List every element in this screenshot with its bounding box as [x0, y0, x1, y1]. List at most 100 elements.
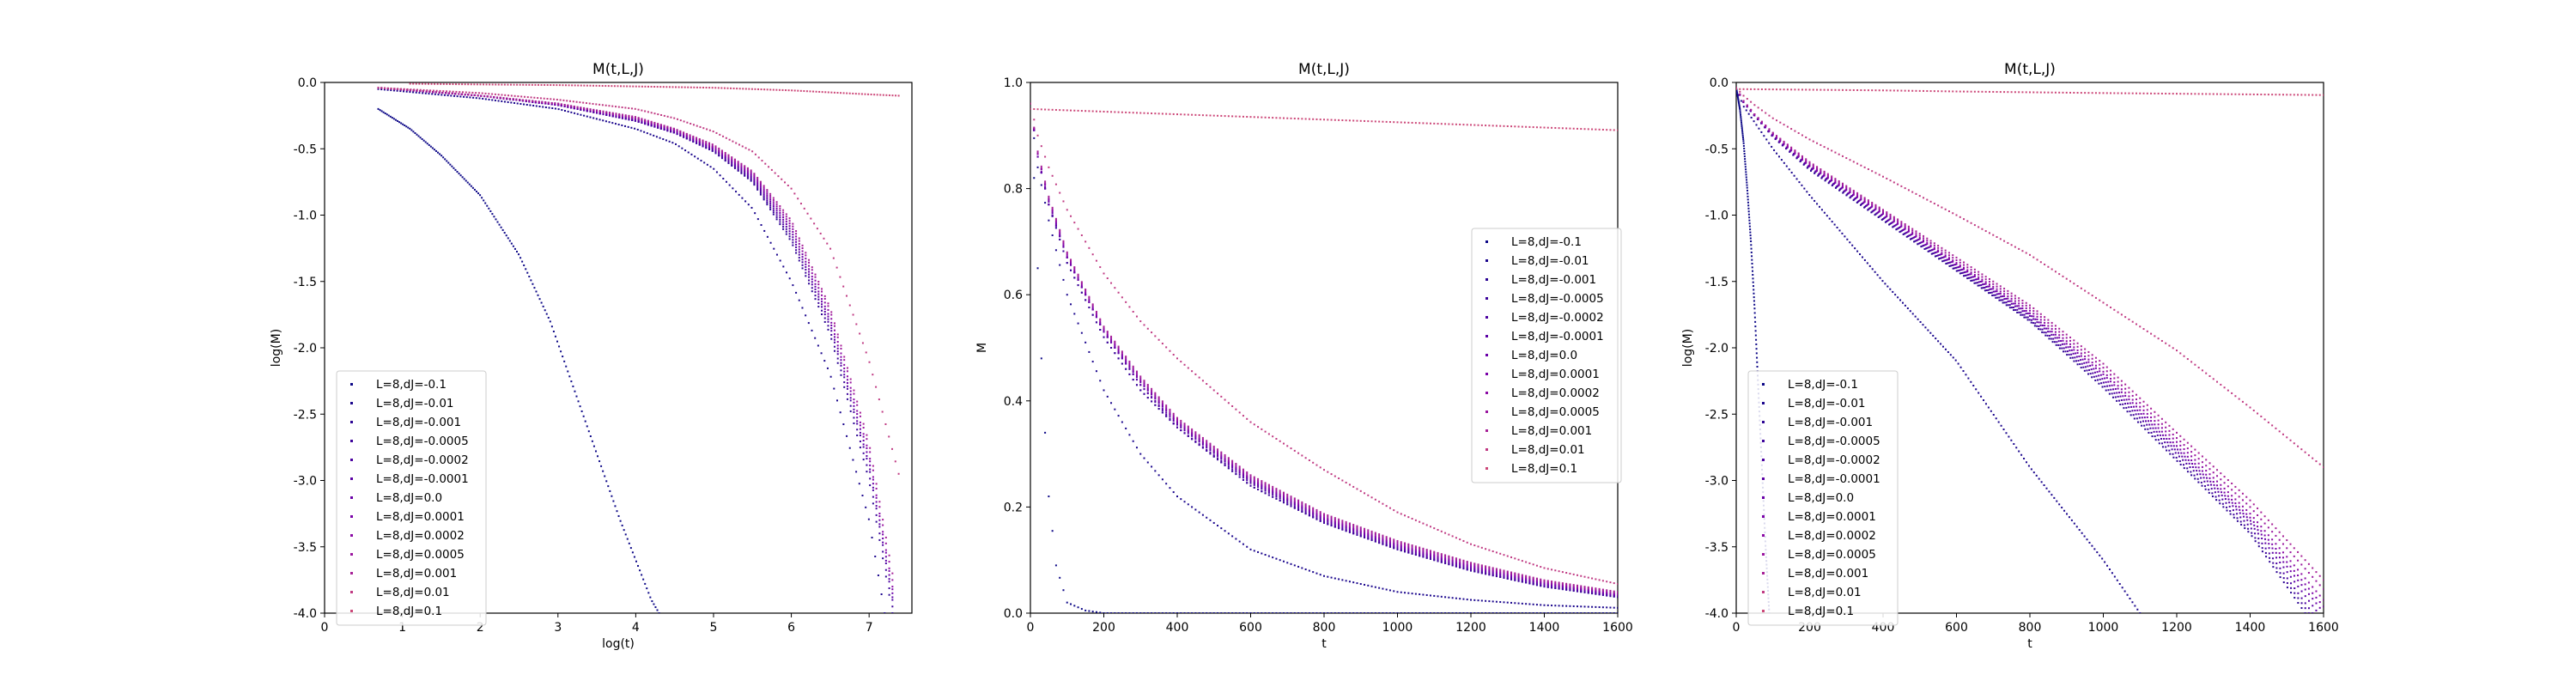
data-point — [638, 85, 641, 88]
data-point — [1330, 523, 1333, 526]
data-point — [546, 98, 549, 100]
data-point — [849, 393, 852, 396]
data-point — [1279, 489, 1281, 492]
data-point — [491, 93, 494, 95]
data-point — [1176, 612, 1178, 613]
data-point — [1135, 379, 1138, 381]
data-point — [1388, 538, 1391, 541]
data-point — [379, 109, 381, 112]
data-point — [782, 216, 785, 219]
data-point — [1183, 428, 1186, 430]
data-point — [491, 213, 494, 216]
data-point — [1972, 385, 1975, 387]
data-point — [1587, 605, 1589, 608]
data-point — [668, 140, 671, 143]
data-point — [875, 494, 878, 496]
data-point — [506, 97, 508, 100]
data-point — [1048, 166, 1050, 168]
data-point — [1503, 569, 1505, 572]
data-point — [1753, 307, 1756, 310]
data-point — [1231, 404, 1234, 407]
data-point — [644, 119, 647, 121]
data-point — [380, 110, 383, 112]
data-point — [1601, 591, 1604, 593]
data-point — [1440, 123, 1443, 125]
data-point — [473, 94, 476, 96]
data-point — [1301, 504, 1303, 507]
data-point — [624, 106, 627, 109]
data-point — [683, 131, 685, 134]
data-point — [1201, 442, 1204, 445]
data-point — [1576, 574, 1578, 576]
data-point — [1206, 448, 1208, 451]
data-point — [1820, 209, 1823, 211]
data-point — [1831, 221, 1833, 223]
data-point — [433, 149, 435, 151]
data-point — [1393, 590, 1395, 593]
data-point — [1750, 247, 1753, 250]
data-point — [1745, 176, 1747, 179]
data-point — [840, 356, 842, 358]
data-point — [1264, 486, 1267, 489]
data-point — [1194, 431, 1197, 434]
data-point — [2183, 464, 2185, 466]
data-point — [1253, 479, 1255, 482]
data-point — [1743, 153, 1746, 155]
data-point — [1975, 388, 1978, 391]
data-point — [1301, 118, 1303, 120]
data-point — [1591, 577, 1594, 580]
data-point — [588, 102, 591, 105]
data-point — [1388, 544, 1391, 547]
data-point — [875, 505, 878, 508]
data-point — [756, 185, 759, 188]
data-point — [1135, 370, 1138, 373]
data-point — [525, 83, 527, 86]
data-point — [608, 121, 611, 124]
data-point — [1235, 469, 1237, 471]
data-point — [766, 198, 769, 200]
data-point — [878, 515, 881, 518]
data-point — [1404, 514, 1406, 517]
data-point — [1745, 171, 1747, 173]
data-point — [1495, 568, 1498, 571]
data-point — [1788, 168, 1790, 171]
data-point — [821, 290, 823, 293]
data-point — [1825, 179, 1827, 181]
data-point — [1114, 340, 1116, 343]
data-point — [821, 301, 823, 303]
data-point — [1396, 591, 1399, 593]
data-point — [1088, 610, 1091, 612]
data-point — [1532, 582, 1534, 585]
data-point — [1378, 612, 1381, 613]
data-point — [727, 158, 730, 161]
data-point — [1455, 612, 1457, 613]
data-point — [1448, 560, 1450, 562]
data-point — [1054, 564, 1057, 567]
data-point — [1983, 399, 1985, 402]
data-point — [2075, 360, 2077, 362]
data-point — [798, 237, 800, 240]
data-point — [1473, 569, 1476, 572]
data-point — [1886, 220, 1888, 222]
data-point — [1492, 568, 1494, 570]
data-point — [1874, 271, 1876, 273]
legend-entry: L=8,dJ=0.1 — [1511, 462, 1577, 476]
data-point — [2197, 481, 2200, 483]
data-point — [1286, 496, 1289, 499]
data-point — [888, 561, 890, 563]
data-point — [1404, 550, 1406, 553]
data-point — [1224, 462, 1226, 465]
data-point — [1569, 612, 1571, 613]
data-point — [589, 84, 592, 87]
data-point — [1091, 611, 1094, 613]
data-point — [483, 199, 485, 202]
data-point — [1286, 562, 1289, 564]
data-point — [762, 197, 765, 199]
data-point — [1422, 612, 1425, 613]
data-point — [2139, 421, 2142, 423]
data-point — [1917, 242, 1920, 245]
data-point — [1091, 308, 1094, 311]
data-point — [772, 198, 775, 201]
data-point — [1272, 117, 1274, 119]
data-point — [1554, 581, 1557, 583]
